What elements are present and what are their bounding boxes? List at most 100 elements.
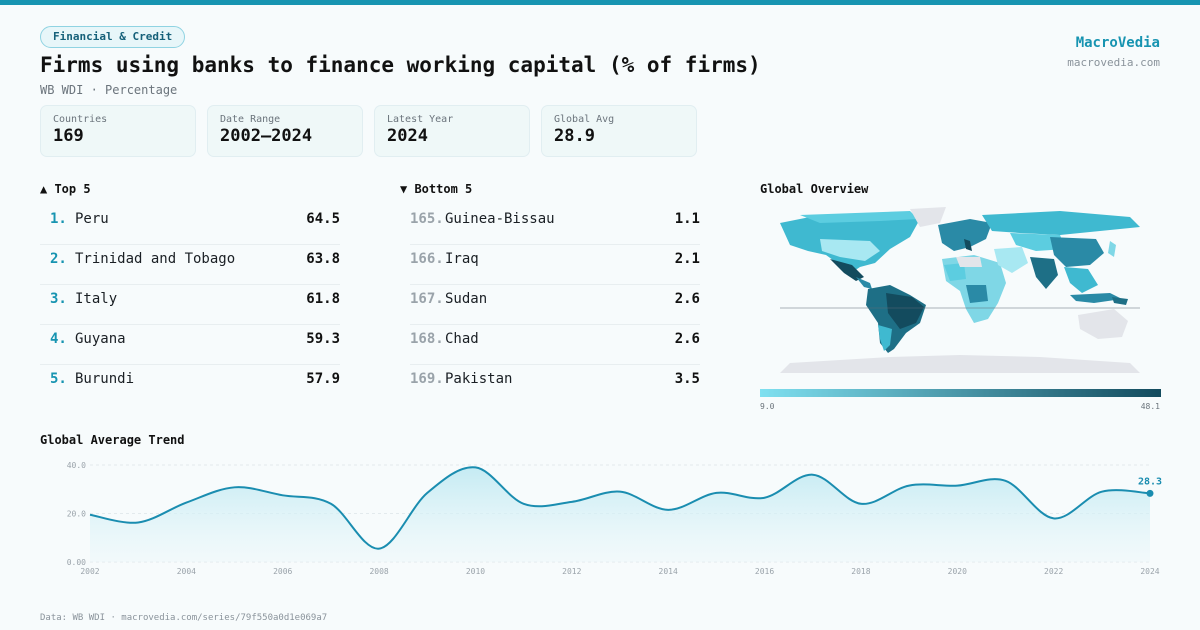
- map-region-indonesia: [1070, 293, 1122, 303]
- x-tick-label: 2006: [273, 567, 292, 576]
- list-item[interactable]: 1. Peru 64.5: [40, 205, 340, 245]
- map-region-antarctica: [780, 355, 1140, 373]
- map-region-central-africa: [966, 285, 988, 303]
- rank-number: 1.: [50, 211, 67, 227]
- map-region-japan: [1108, 241, 1116, 257]
- stat-card-latest-year: Latest Year 2024: [374, 105, 530, 157]
- stat-value: 28.9: [554, 126, 595, 146]
- stat-value: 2002–2024: [220, 126, 313, 146]
- list-item[interactable]: 3. Italy 61.8: [40, 285, 340, 325]
- y-tick-label: 40.0: [67, 461, 86, 470]
- top5-title: ▲ Top 5: [40, 182, 91, 196]
- country-value: 57.9: [306, 371, 340, 387]
- map-region-italy: [964, 239, 972, 251]
- country-name: Italy: [75, 291, 118, 307]
- y-tick-label: 20.0: [67, 510, 86, 519]
- map-region-europe: [938, 219, 992, 251]
- map-region-russia: [982, 211, 1140, 235]
- stat-label: Countries: [53, 114, 108, 125]
- x-tick-label: 2012: [562, 567, 581, 576]
- stat-label: Date Range: [220, 114, 281, 125]
- map-region-west-africa: [944, 263, 966, 281]
- x-tick-label: 2018: [851, 567, 870, 576]
- x-tick-label: 2016: [755, 567, 774, 576]
- stat-label: Global Avg: [554, 114, 615, 125]
- list-item[interactable]: 165. Guinea-Bissau 1.1: [410, 205, 700, 245]
- country-value: 1.1: [674, 211, 700, 227]
- list-item[interactable]: 4. Guyana 59.3: [40, 325, 340, 365]
- stat-card-countries: Countries 169: [40, 105, 196, 157]
- page-subtitle: WB WDI · Percentage: [40, 83, 178, 97]
- x-tick-label: 2022: [1044, 567, 1063, 576]
- map-region-usa: [820, 239, 880, 261]
- map-region-india: [1030, 257, 1058, 289]
- trend-last-point: [1146, 489, 1154, 497]
- page-title: Firms using banks to finance working cap…: [40, 53, 761, 77]
- country-value: 61.8: [306, 291, 340, 307]
- map-color-scale: [760, 389, 1161, 397]
- list-item[interactable]: 2. Trinidad and Tobago 63.8: [40, 245, 340, 285]
- country-value: 2.6: [674, 331, 700, 347]
- country-name: Guinea-Bissau: [445, 211, 555, 227]
- stat-card-date-range: Date Range 2002–2024: [207, 105, 363, 157]
- country-name: Burundi: [75, 371, 135, 387]
- x-tick-label: 2024: [1140, 567, 1159, 576]
- map-region-southeast-asia: [1064, 267, 1098, 293]
- list-item[interactable]: 168. Chad 2.6: [410, 325, 700, 365]
- top-accent-bar: [0, 0, 1200, 5]
- brand-name[interactable]: MacroVedia: [1075, 35, 1160, 51]
- map-region-png: [1112, 297, 1128, 305]
- stat-label: Latest Year: [387, 114, 454, 125]
- list-item[interactable]: 5. Burundi 57.9: [40, 365, 340, 405]
- color-scale-min-label: 9.0: [760, 402, 775, 411]
- rank-number: 2.: [50, 251, 67, 267]
- stat-card-global-avg: Global Avg 28.9: [541, 105, 697, 157]
- list-item[interactable]: 166. Iraq 2.1: [410, 245, 700, 285]
- map-region-greenland: [910, 207, 946, 227]
- country-value: 64.5: [306, 211, 340, 227]
- country-value: 2.1: [674, 251, 700, 267]
- country-name: Trinidad and Tobago: [75, 251, 236, 267]
- country-name: Chad: [445, 331, 479, 347]
- color-scale-max-label: 48.1: [1140, 402, 1160, 411]
- stat-value: 169: [53, 126, 84, 146]
- country-name: Peru: [75, 211, 109, 227]
- trend-last-value-label: 28.3: [1138, 476, 1162, 487]
- map-title: Global Overview: [760, 182, 869, 196]
- rank-number: 169.: [410, 371, 444, 387]
- rank-number: 167.: [410, 291, 444, 307]
- rank-number: 5.: [50, 371, 67, 387]
- trend-title: Global Average Trend: [40, 433, 185, 447]
- global-average-trend-chart[interactable]: 0.00 20.0 40.0 28.3 2002 2004 2006 2008 2010 2012…: [40, 455, 1170, 580]
- rank-number: 168.: [410, 331, 444, 347]
- country-name: Sudan: [445, 291, 488, 307]
- x-tick-label: 2002: [80, 567, 99, 576]
- map-region-mexico: [830, 259, 864, 281]
- category-badge[interactable]: Financial & Credit: [40, 26, 186, 48]
- x-tick-label: 2008: [369, 567, 388, 576]
- list-item[interactable]: 167. Sudan 2.6: [410, 285, 700, 325]
- country-value: 63.8: [306, 251, 340, 267]
- country-name: Iraq: [445, 251, 479, 267]
- map-region-china: [1050, 237, 1104, 267]
- world-choropleth-map[interactable]: [760, 205, 1160, 385]
- rank-number: 165.: [410, 211, 444, 227]
- map-region-middle-east: [994, 247, 1028, 273]
- brand-url[interactable]: macrovedia.com: [1067, 56, 1160, 69]
- country-value: 3.5: [674, 371, 700, 387]
- bottom5-list: 165. Guinea-Bissau 1.1 166. Iraq 2.1 167…: [410, 205, 700, 405]
- x-tick-label: 2014: [659, 567, 678, 576]
- rank-number: 166.: [410, 251, 444, 267]
- country-name: Pakistan: [445, 371, 513, 387]
- map-region-sahara: [956, 257, 982, 267]
- country-value: 2.6: [674, 291, 700, 307]
- trend-line: [89, 466, 1151, 550]
- top5-list: 1. Peru 64.5 2. Trinidad and Tobago 63.8…: [40, 205, 340, 405]
- list-item[interactable]: 169. Pakistan 3.5: [410, 365, 700, 405]
- map-region-canada-north: [800, 211, 918, 223]
- bottom5-title: ▼ Bottom 5: [400, 182, 473, 196]
- trend-area-fill: [90, 467, 1150, 562]
- footer-source: Data: WB WDI · macrovedia.com/series/79f…: [40, 613, 328, 623]
- x-tick-label: 2004: [177, 567, 196, 576]
- y-tick-label: 0.00: [67, 558, 86, 567]
